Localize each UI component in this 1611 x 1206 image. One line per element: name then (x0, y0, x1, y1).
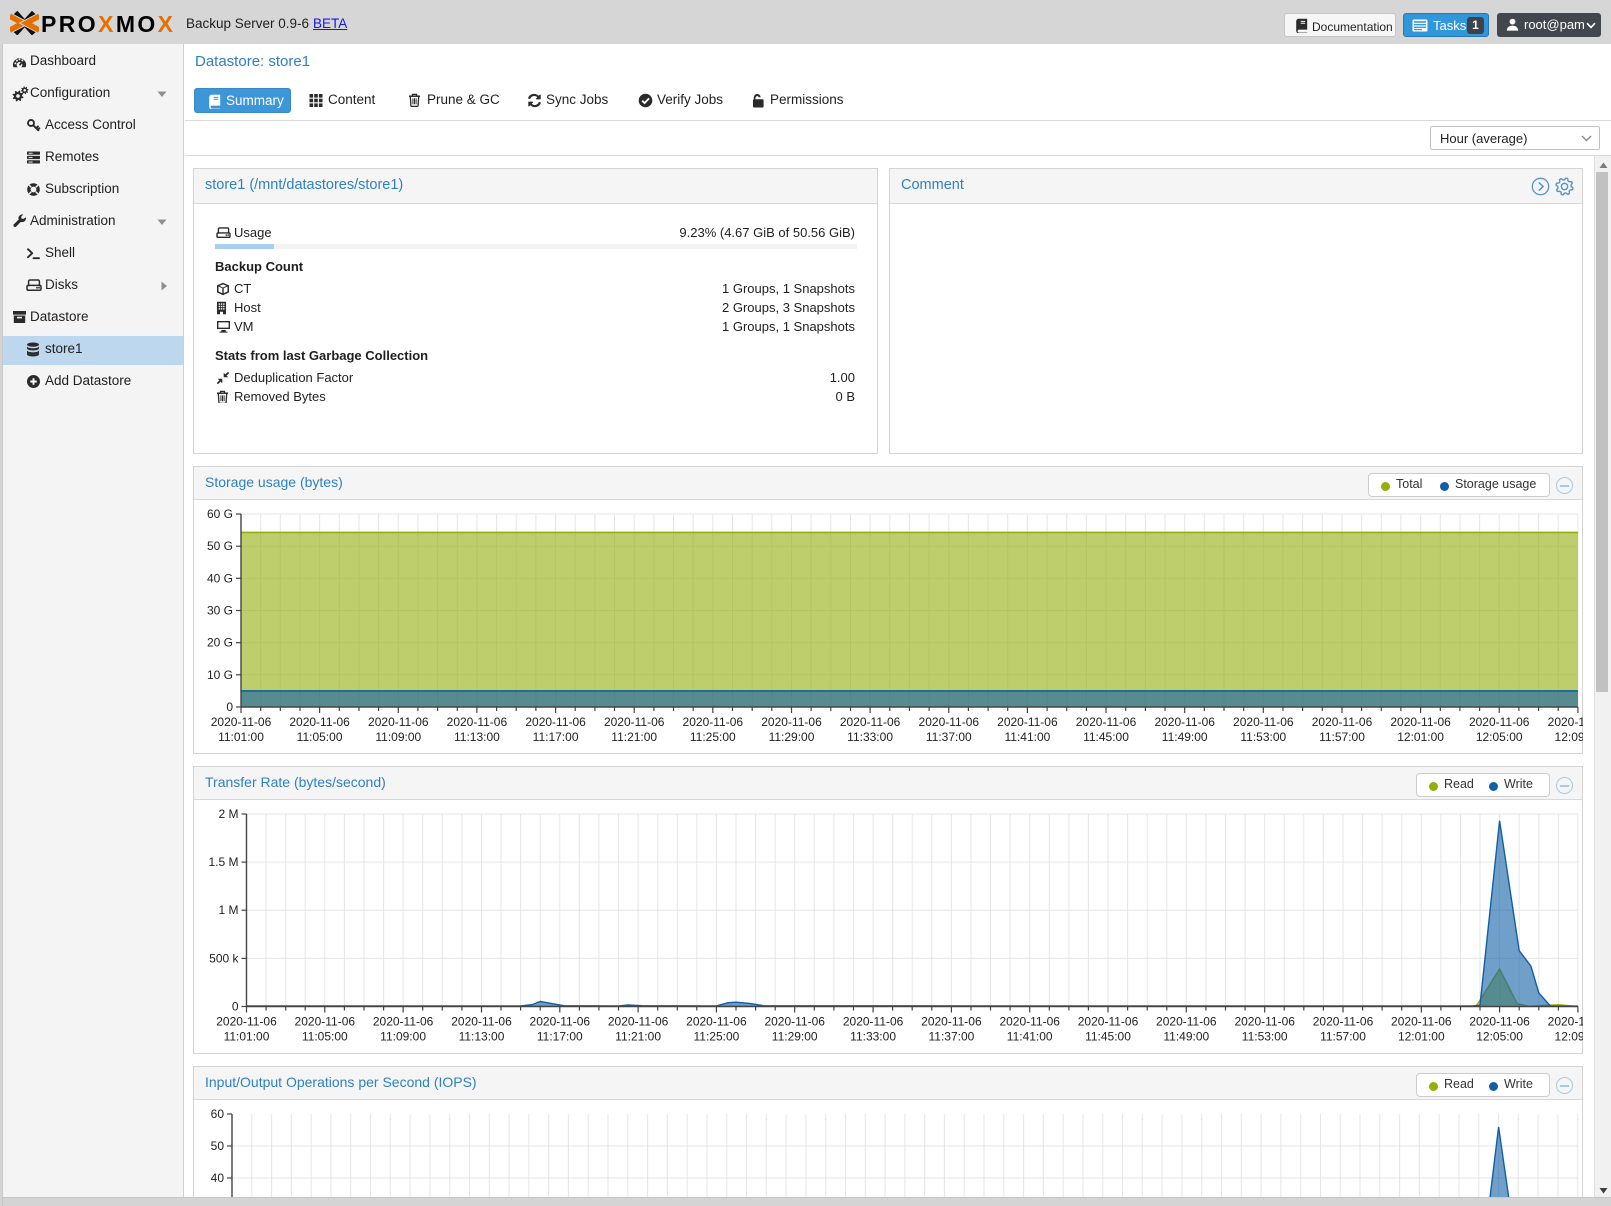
svg-text:2020-11-06: 2020-11-06 (368, 715, 429, 729)
svg-text:11:13:00: 11:13:00 (454, 730, 500, 744)
svg-text:11:53:00: 11:53:00 (1240, 730, 1286, 744)
svg-text:2020-11-06: 2020-11-06 (1312, 715, 1373, 729)
svg-text:50: 50 (211, 1139, 225, 1153)
svg-text:11:57:00: 11:57:00 (1320, 1030, 1366, 1044)
svg-text:11:09:00: 11:09:00 (380, 1030, 426, 1044)
svg-text:2020-11-06: 2020-11-06 (1233, 715, 1294, 729)
svg-text:11:25:00: 11:25:00 (693, 1030, 739, 1044)
svg-text:2020-11-06: 2020-11-06 (1154, 715, 1215, 729)
svg-text:11:49:00: 11:49:00 (1163, 1030, 1209, 1044)
svg-text:11:29:00: 11:29:00 (769, 730, 815, 744)
svg-text:2020-11-06: 2020-11-06 (608, 1015, 669, 1029)
svg-text:2020-11-06: 2020-11-06 (1078, 1015, 1139, 1029)
svg-text:11:49:00: 11:49:00 (1162, 730, 1208, 744)
svg-text:11:21:00: 11:21:00 (611, 730, 657, 744)
svg-text:500 k: 500 k (209, 951, 239, 965)
svg-text:2020-11-06: 2020-11-06 (1469, 715, 1530, 729)
svg-text:11:41:00: 11:41:00 (1007, 1030, 1053, 1044)
svg-text:11:45:00: 11:45:00 (1085, 1030, 1131, 1044)
svg-text:12:05:00: 12:05:00 (1476, 730, 1523, 744)
svg-text:11:37:00: 11:37:00 (928, 1030, 974, 1044)
svg-text:2020-11-06: 2020-11-06 (530, 1015, 591, 1029)
svg-text:2020-11-06: 2020-11-06 (999, 1015, 1060, 1029)
svg-text:2020-11-06: 2020-11-06 (683, 715, 744, 729)
svg-text:1.5 M: 1.5 M (208, 855, 238, 869)
svg-text:2020-11-06: 2020-11-06 (1548, 715, 1583, 729)
svg-text:2020-11-06: 2020-11-06 (447, 715, 508, 729)
svg-text:2020-11-06: 2020-11-06 (216, 1015, 277, 1029)
svg-text:12:09:00: 12:09:00 (1555, 1030, 1583, 1044)
svg-text:11:01:00: 11:01:00 (224, 1030, 270, 1044)
svg-text:12:05:00: 12:05:00 (1476, 1030, 1523, 1044)
svg-text:2020-11-06: 2020-11-06 (1391, 1015, 1452, 1029)
svg-text:2020-11-06: 2020-11-06 (604, 715, 665, 729)
svg-text:0: 0 (232, 1000, 239, 1014)
svg-text:60 G: 60 G (207, 507, 233, 521)
svg-text:40 G: 40 G (207, 571, 233, 585)
svg-text:2020-11-06: 2020-11-06 (289, 715, 350, 729)
svg-text:2020-11-06: 2020-11-06 (451, 1015, 512, 1029)
svg-text:11:29:00: 11:29:00 (772, 1030, 818, 1044)
svg-text:1 M: 1 M (218, 903, 238, 917)
svg-text:2020-11-06: 2020-11-06 (997, 715, 1058, 729)
svg-text:2020-11-06: 2020-11-06 (211, 715, 272, 729)
svg-text:2020-11-06: 2020-11-06 (840, 715, 901, 729)
svg-text:60: 60 (211, 1107, 225, 1121)
svg-text:11:37:00: 11:37:00 (926, 730, 972, 744)
svg-text:10 G: 10 G (207, 668, 233, 682)
svg-text:2020-11-06: 2020-11-06 (373, 1015, 434, 1029)
svg-text:2020-11-06: 2020-11-06 (764, 1015, 825, 1029)
svg-text:2020-11-06: 2020-11-06 (686, 1015, 747, 1029)
svg-text:11:45:00: 11:45:00 (1083, 730, 1129, 744)
svg-text:2020-11-06: 2020-11-06 (921, 1015, 982, 1029)
svg-text:2020-11-06: 2020-11-06 (761, 715, 822, 729)
svg-text:11:05:00: 11:05:00 (302, 1030, 348, 1044)
svg-text:11:05:00: 11:05:00 (297, 730, 343, 744)
svg-text:2020-11-06: 2020-11-06 (525, 715, 586, 729)
svg-text:12:01:00: 12:01:00 (1398, 1030, 1445, 1044)
svg-text:2 M: 2 M (218, 807, 238, 821)
svg-text:2020-11-06: 2020-11-06 (1390, 715, 1451, 729)
svg-text:30 G: 30 G (207, 604, 233, 618)
svg-text:11:33:00: 11:33:00 (850, 1030, 896, 1044)
svg-text:2020-11-06: 2020-11-06 (1234, 1015, 1295, 1029)
svg-text:12:09:00: 12:09:00 (1555, 730, 1583, 744)
svg-text:2020-11-06: 2020-11-06 (843, 1015, 904, 1029)
svg-text:2020-11-06: 2020-11-06 (1313, 1015, 1374, 1029)
svg-text:2020-11-06: 2020-11-06 (295, 1015, 356, 1029)
svg-text:11:01:00: 11:01:00 (218, 730, 264, 744)
svg-text:11:41:00: 11:41:00 (1004, 730, 1050, 744)
svg-text:12:01:00: 12:01:00 (1397, 730, 1444, 744)
svg-text:11:17:00: 11:17:00 (537, 1030, 583, 1044)
svg-text:2020-11-06: 2020-11-06 (1548, 1015, 1583, 1029)
svg-text:11:53:00: 11:53:00 (1242, 1030, 1288, 1044)
svg-text:20 G: 20 G (207, 636, 233, 650)
svg-text:2020-11-06: 2020-11-06 (1156, 1015, 1217, 1029)
svg-text:2020-11-06: 2020-11-06 (919, 715, 980, 729)
svg-text:11:25:00: 11:25:00 (690, 730, 736, 744)
svg-text:11:33:00: 11:33:00 (847, 730, 893, 744)
svg-text:40: 40 (211, 1171, 225, 1185)
svg-text:0: 0 (226, 700, 233, 714)
svg-text:2020-11-06: 2020-11-06 (1076, 715, 1137, 729)
svg-text:11:13:00: 11:13:00 (459, 1030, 505, 1044)
svg-text:50 G: 50 G (207, 539, 233, 553)
svg-text:11:09:00: 11:09:00 (375, 730, 421, 744)
svg-text:11:17:00: 11:17:00 (533, 730, 579, 744)
svg-text:11:57:00: 11:57:00 (1319, 730, 1365, 744)
svg-text:11:21:00: 11:21:00 (615, 1030, 661, 1044)
svg-text:2020-11-06: 2020-11-06 (1469, 1015, 1530, 1029)
